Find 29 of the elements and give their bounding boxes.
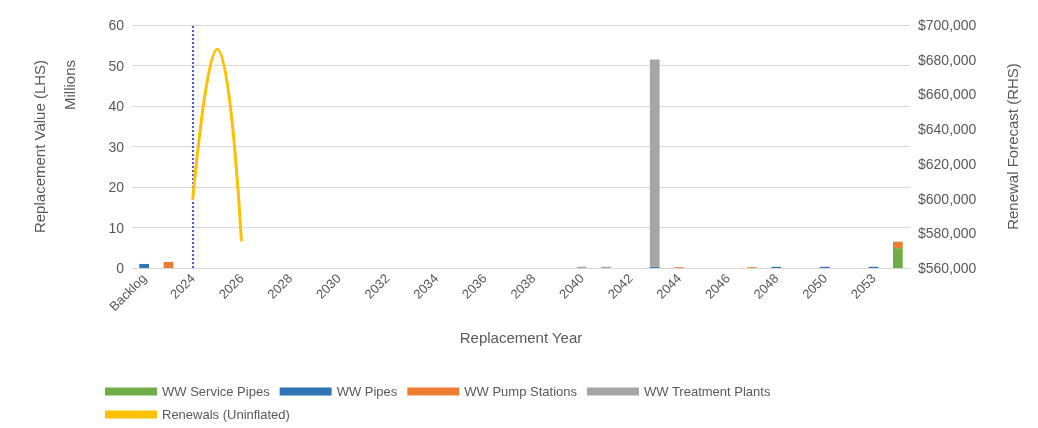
bar xyxy=(163,261,174,268)
y2-tick-label: $680,000 xyxy=(918,51,977,68)
y2-tick-label: $640,000 xyxy=(918,121,977,138)
x-axis-title: Replacement Year xyxy=(459,329,583,346)
y-tick-label: 50 xyxy=(108,57,125,74)
bar xyxy=(892,241,903,249)
legend-label: WW Treatment Plants xyxy=(644,384,771,399)
legend-label: WW Service Pipes xyxy=(162,384,271,399)
legend-label: WW Pipes xyxy=(336,384,398,399)
y2-tick-label: $660,000 xyxy=(918,86,977,103)
text: Millions xyxy=(61,59,78,111)
legend-label: Renewals (Uninflated) xyxy=(162,407,290,422)
y-tick-label: 60 xyxy=(108,17,125,33)
y2-tick-label: $580,000 xyxy=(918,225,977,242)
bar xyxy=(649,59,660,267)
y-axis-title: Replacement Value (LHS) xyxy=(31,59,48,234)
bar xyxy=(892,248,903,268)
y2-tick-label: $620,000 xyxy=(918,155,977,172)
y2-tick-label: $600,000 xyxy=(918,190,977,207)
legend-label: WW Pump Stations xyxy=(464,384,578,399)
y2-tick-label: $700,000 xyxy=(918,17,977,33)
y-tick-label: 30 xyxy=(108,138,125,155)
y-tick-label: 20 xyxy=(108,179,125,195)
y-tick-label: 0 xyxy=(116,260,125,276)
y-tick-label: 40 xyxy=(108,98,125,114)
y2-tick-label: $560,000 xyxy=(918,260,977,276)
y2-axis-title: Renewal Forecast (RHS) xyxy=(1004,63,1021,230)
y-tick-label: 10 xyxy=(108,219,125,236)
bar xyxy=(139,263,150,268)
